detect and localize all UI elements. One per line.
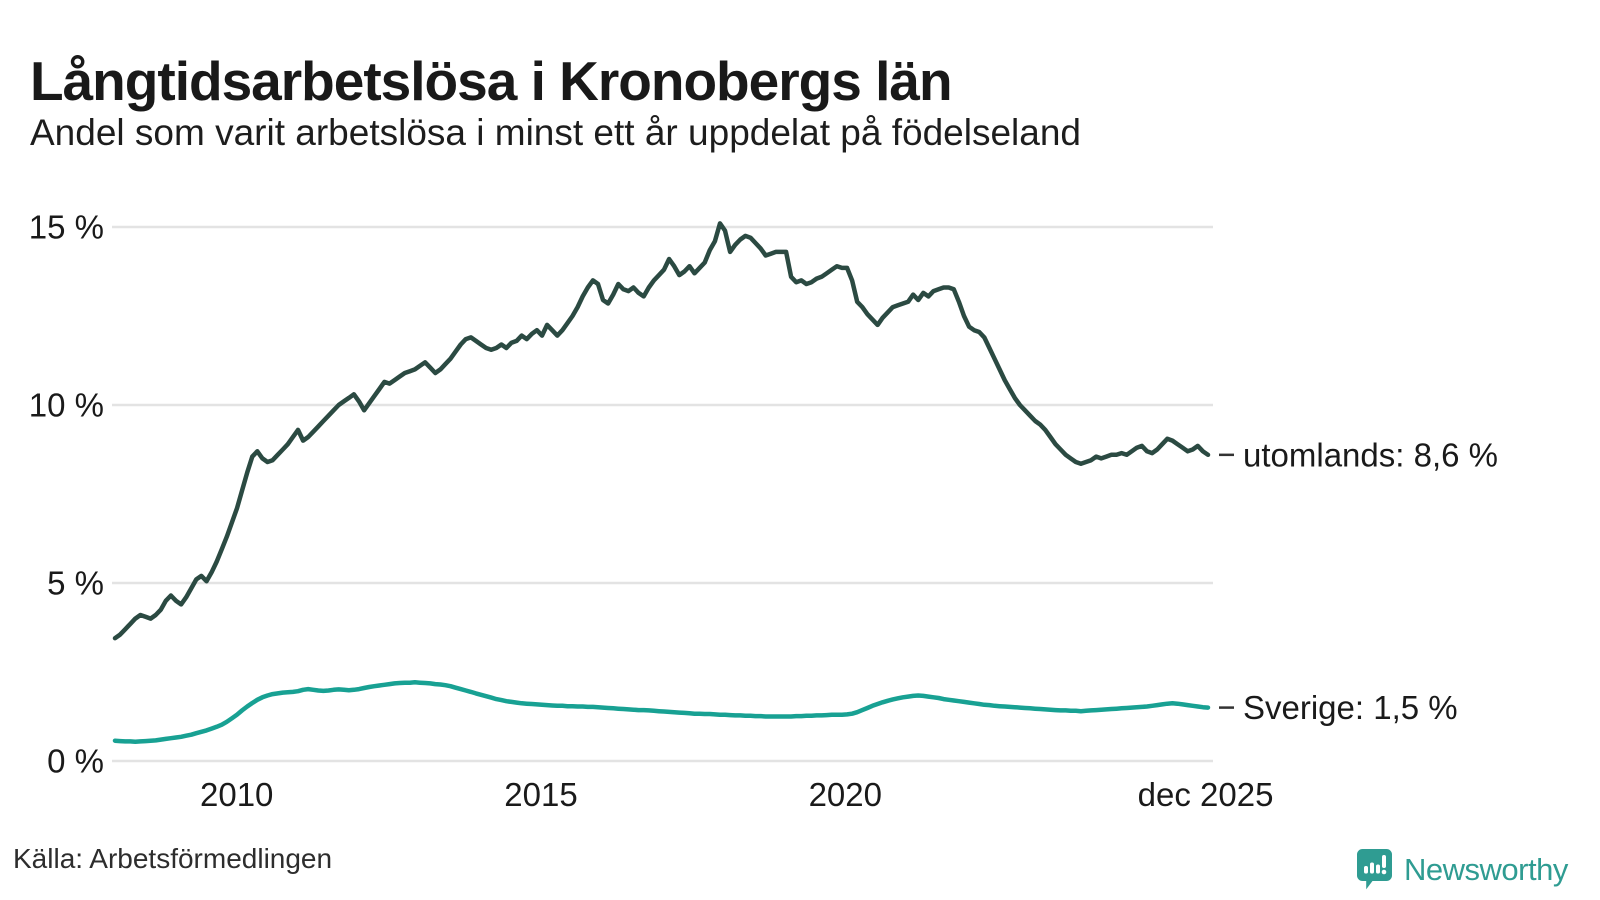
series-end-label-utomlands: utomlands: 8,6 % [1243, 436, 1498, 473]
y-axis-tick-label: 15 % [29, 209, 104, 246]
x-axis-tick-label: 2020 [809, 776, 882, 813]
page-subtitle: Andel som varit arbetslösa i minst ett å… [30, 112, 1081, 153]
y-axis-tick-label: 5 % [47, 565, 104, 602]
page-title: Långtidsarbetslösa i Kronobergs län [30, 49, 953, 112]
y-axis-tick-label: 0 % [47, 743, 104, 780]
y-axis-tick-label: 10 % [29, 387, 104, 424]
x-axis-tick-label: 2010 [200, 776, 273, 813]
newsworthy-logo-icon [1357, 849, 1392, 890]
x-axis-tick-label: 2015 [504, 776, 577, 813]
newsworthy-logo: Newsworthy [1356, 848, 1568, 891]
series-end-label-Sverige: Sverige: 1,5 % [1243, 689, 1458, 726]
newsworthy-logo-text: Newsworthy [1404, 851, 1568, 887]
series-line-utomlands [112, 221, 1211, 641]
series-line-Sverige [112, 680, 1211, 745]
source-note: Källa: Arbetsförmedlingen [13, 843, 333, 874]
x-axis-tick-label: dec 2025 [1138, 776, 1274, 813]
